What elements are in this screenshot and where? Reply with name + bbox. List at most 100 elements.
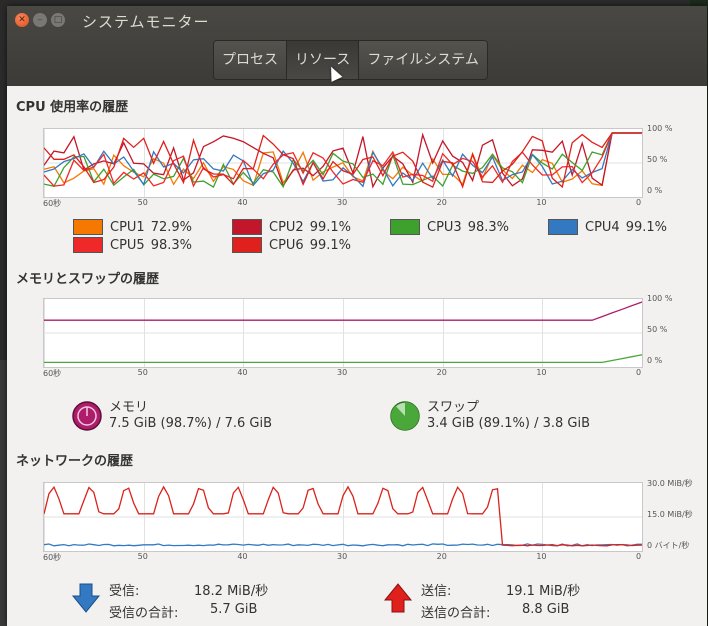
- y-tick-label: 50 %: [647, 155, 668, 164]
- cpu-color-swatch[interactable]: [548, 219, 578, 235]
- y-tick-label: 0 バイト/秒: [647, 541, 690, 550]
- cpu-legend-item[interactable]: CPU6 99.1%: [232, 236, 351, 254]
- x-tick-label: 50: [137, 552, 148, 561]
- y-tick-label: 0 %: [647, 186, 663, 195]
- download-arrow-icon: [71, 583, 101, 613]
- cpu-color-swatch[interactable]: [390, 219, 420, 235]
- memory-series-line: [44, 301, 643, 321]
- upload-arrow-icon: [383, 583, 413, 613]
- x-tick-label: 20: [436, 368, 447, 377]
- cpu-color-swatch[interactable]: [232, 219, 262, 235]
- memory-history-heading: メモリとスワップの履歴: [16, 272, 160, 287]
- cpu-legend-item[interactable]: CPU3 98.3%: [390, 218, 509, 236]
- x-tick-label: 30: [337, 368, 348, 377]
- window-title: システムモニター: [82, 13, 210, 31]
- y-tick-label: 30.0 MiB/秒: [647, 479, 693, 488]
- send-label: 送信:: [421, 584, 452, 599]
- cpu-series-line-5: [43, 132, 642, 188]
- y-tick-label: 15.0 MiB/秒: [647, 510, 693, 519]
- x-tick-label: 60秒: [43, 199, 62, 208]
- swap-indicator: スワップ 3.4 GiB (89.1%) / 3.8 GiB: [389, 398, 689, 438]
- memory-history-chart: [44, 299, 643, 367]
- x-tick-label: 40: [237, 198, 248, 207]
- x-tick-label: 10: [536, 552, 547, 561]
- x-tick-label: 40: [237, 552, 248, 561]
- memory-indicator: メモリ 7.5 GiB (98.7%) / 7.6 GiB: [71, 398, 371, 438]
- cpu-legend-value: 98.3%: [150, 237, 193, 253]
- tab-resources[interactable]: リソース: [287, 41, 360, 79]
- receive-total: 5.7 GiB: [210, 602, 258, 617]
- x-tick-label: 10: [536, 198, 547, 207]
- send-total-label: 送信の合計:: [421, 606, 491, 621]
- swap-pie-icon: [390, 401, 420, 431]
- x-tick-label: 20: [436, 552, 447, 561]
- cpu-legend-value: 98.3%: [467, 219, 510, 235]
- cpu-legend-item[interactable]: CPU2 99.1%: [232, 218, 351, 236]
- swap-series-line: [44, 354, 643, 364]
- x-tick-label: 0: [636, 198, 642, 207]
- send-total: 8.8 GiB: [522, 602, 570, 617]
- cpu-legend-name: CPU1: [110, 219, 145, 235]
- y-tick-label: 100 %: [647, 294, 673, 303]
- x-tick-label: 0: [636, 368, 642, 377]
- x-tick-label: 20: [436, 198, 447, 207]
- cpu-color-swatch[interactable]: [73, 237, 103, 253]
- cpu-color-swatch[interactable]: [73, 219, 103, 235]
- swap-value: 3.4 GiB (89.1%) / 3.8 GiB: [427, 416, 591, 431]
- send-series-line: [43, 485, 643, 547]
- y-tick-label: 100 %: [647, 124, 673, 133]
- memory-value: 7.5 GiB (98.7%) / 7.6 GiB: [109, 416, 273, 431]
- resources-panel: CPU 使用率の履歴 60秒 50 40 30 20 10 0 100 % 50 % 0 % CP…: [7, 86, 707, 626]
- y-tick-label: 50 %: [647, 325, 668, 334]
- cpu-legend-name: CPU3: [427, 219, 462, 235]
- x-tick-label: 50: [137, 368, 148, 377]
- cpu-legend-item[interactable]: CPU1 72.9%: [73, 218, 192, 236]
- cpu-series-line-2: [43, 132, 642, 189]
- cpu-series-line-1: [43, 132, 642, 187]
- receive-total-label: 受信の合計:: [109, 606, 179, 621]
- cpu-legend-value: 99.1%: [309, 237, 352, 253]
- close-button[interactable]: ✕: [15, 13, 29, 27]
- x-tick-label: 60秒: [43, 369, 62, 378]
- maximize-button[interactable]: □: [51, 13, 65, 27]
- tab-bar: プロセス リソース ファイルシステム: [213, 40, 488, 80]
- network-history-chart: [43, 483, 643, 551]
- cpu-color-swatch[interactable]: [232, 237, 262, 253]
- cpu-history-graph: [43, 128, 643, 198]
- x-tick-label: 10: [536, 368, 547, 377]
- cpu-series-line-6: [43, 132, 642, 189]
- minimize-button[interactable]: –: [33, 13, 47, 27]
- system-monitor-window: ✕ – □ システムモニター プロセス リソース ファイルシステム CPU 使用…: [7, 6, 707, 626]
- x-tick-label: 60秒: [43, 553, 62, 562]
- cpu-history-chart: [43, 129, 643, 197]
- tab-filesystems[interactable]: ファイルシステム: [359, 41, 487, 79]
- y-tick-label: 0 %: [647, 356, 663, 365]
- memory-label: メモリ: [109, 400, 149, 415]
- cpu-legend-value: 99.1%: [309, 219, 352, 235]
- send-rate: 19.1 MiB/秒: [506, 584, 581, 599]
- cpu-legend-name: CPU5: [110, 237, 145, 253]
- cpu-legend-item[interactable]: CPU4 99.1%: [548, 218, 667, 236]
- x-tick-label: 30: [337, 552, 348, 561]
- x-tick-label: 0: [636, 552, 642, 561]
- cpu-legend-name: CPU2: [269, 219, 304, 235]
- receive-rate: 18.2 MiB/秒: [194, 584, 269, 599]
- memory-history-graph: [43, 298, 643, 368]
- cpu-legend-value: 72.9%: [150, 219, 193, 235]
- x-tick-label: 50: [137, 198, 148, 207]
- cpu-legend-name: CPU4: [585, 219, 620, 235]
- cpu-legend-value: 99.1%: [625, 219, 668, 235]
- network-history-graph: [43, 482, 643, 552]
- desktop-background-left: [0, 360, 8, 626]
- titlebar: ✕ – □ システムモニター プロセス リソース ファイルシステム: [7, 6, 707, 86]
- x-tick-label: 40: [237, 368, 248, 377]
- swap-label: スワップ: [427, 400, 480, 415]
- receive-series-line: [43, 543, 642, 547]
- cpu-series-line-4: [43, 132, 642, 188]
- network-history-heading: ネットワークの履歴: [16, 454, 134, 469]
- tab-processes[interactable]: プロセス: [214, 41, 287, 79]
- cpu-legend-item[interactable]: CPU5 98.3%: [73, 236, 192, 254]
- receive-label: 受信:: [109, 584, 140, 599]
- x-tick-label: 30: [337, 198, 348, 207]
- cpu-history-heading: CPU 使用率の履歴: [16, 100, 129, 115]
